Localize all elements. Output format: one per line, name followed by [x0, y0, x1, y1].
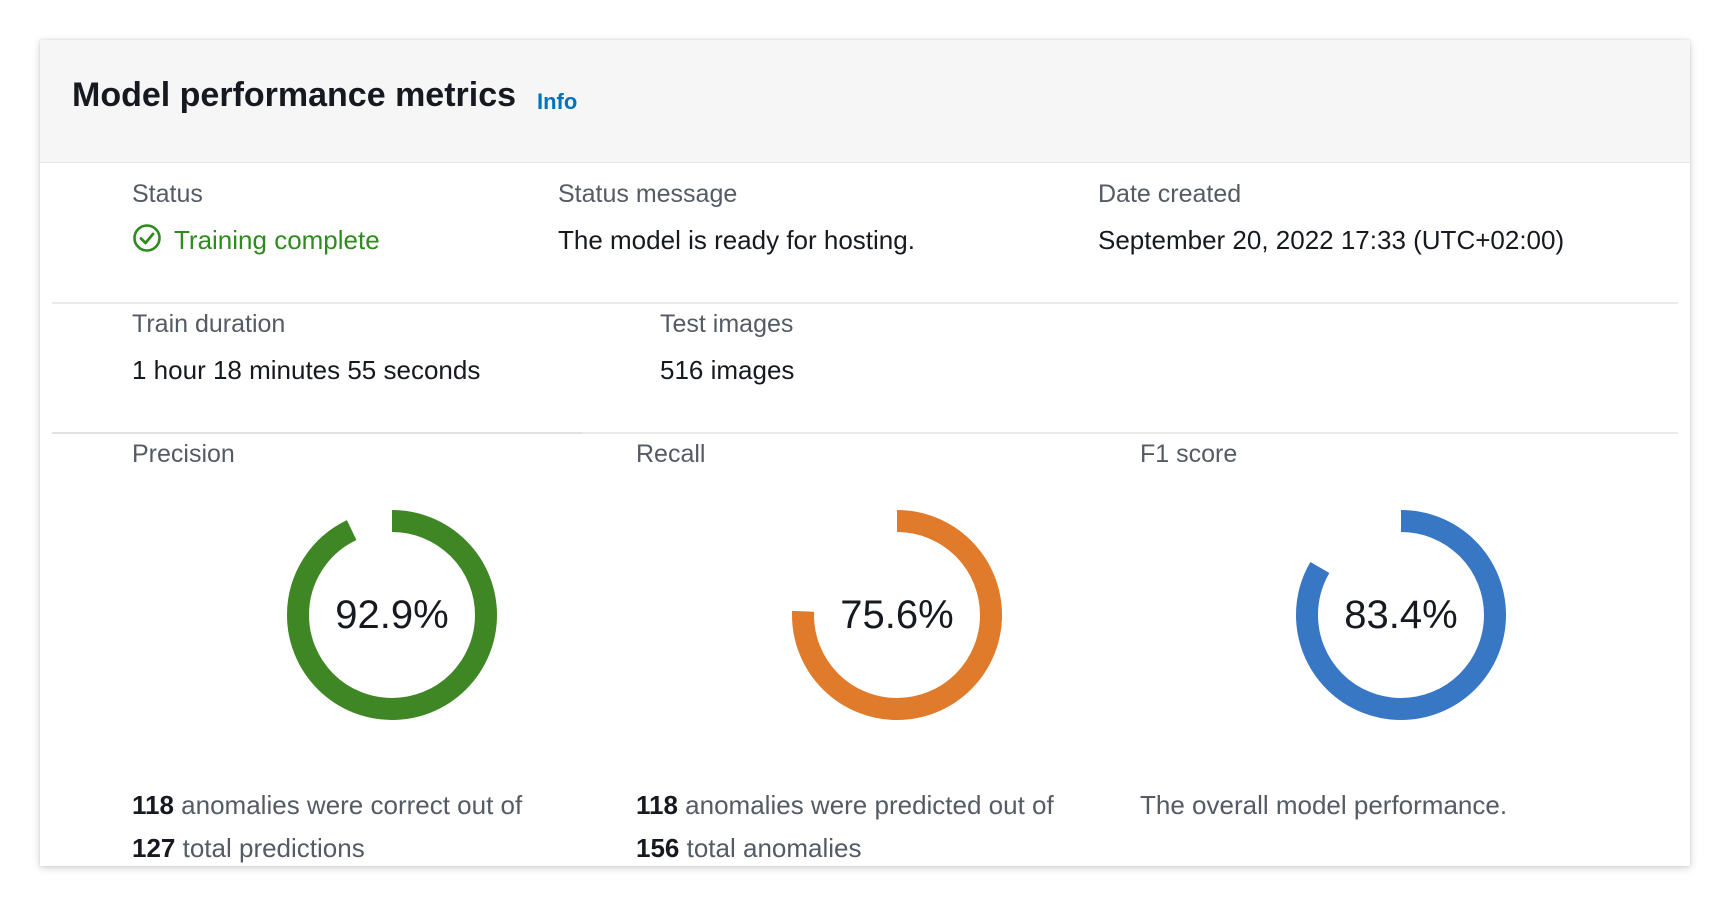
f1-description: The overall model performance. [1140, 784, 1610, 827]
prediction-count: 127 [132, 833, 176, 863]
date-created-field: Date created September 20, 2022 17:33 (U… [1098, 180, 1564, 256]
desc-text: total predictions [175, 833, 365, 863]
recall-value: 75.6% [840, 592, 954, 637]
recall-donut-chart: 75.6% [787, 505, 1007, 725]
test-images-field: Test images 516 images [660, 310, 794, 386]
train-duration-label: Train duration [132, 310, 286, 338]
metric-precision: Precision [132, 440, 602, 469]
donut-svg [287, 510, 497, 720]
desc-text: The overall model performance. [1140, 790, 1508, 820]
row-divider [52, 432, 582, 434]
donut-svg [792, 510, 1002, 720]
precision-description: 118 anomalies were correct out of 127 to… [132, 784, 602, 866]
check-circle-icon [132, 223, 162, 258]
metric-recall: Recall [636, 440, 1106, 469]
panel-header: Model performance metrics Info [40, 40, 1690, 163]
metric-label: F1 score [1140, 440, 1238, 468]
test-images-label: Test images [660, 310, 794, 338]
status-message-value: The model is ready for hosting. [558, 225, 915, 255]
status-message-field: Status message The model is ready for ho… [558, 180, 915, 256]
info-link[interactable]: Info [537, 89, 578, 114]
anomaly-count: 156 [636, 833, 680, 863]
test-images-value: 516 images [660, 355, 795, 385]
desc-text: anomalies were correct out of [173, 790, 523, 820]
desc-text: anomalies were predicted out of [677, 790, 1054, 820]
precision-value: 92.9% [335, 592, 449, 637]
row-divider [52, 302, 1678, 304]
train-duration-value: 1 hour 18 minutes 55 seconds [132, 355, 481, 385]
correct-count: 118 [132, 790, 174, 820]
donut-arc [1296, 510, 1506, 720]
date-created-value: September 20, 2022 17:33 (UTC+02:00) [1098, 225, 1565, 255]
metric-label: Recall [636, 440, 706, 468]
metric-label: Precision [132, 440, 235, 468]
metric-f1-score: F1 score [1140, 440, 1610, 469]
status-field: Status Training complete [132, 180, 380, 258]
f1-value: 83.4% [1344, 592, 1458, 637]
train-duration-field: Train duration 1 hour 18 minutes 55 seco… [132, 310, 480, 386]
desc-text: total anomalies [679, 833, 862, 863]
donut-arc [792, 510, 1002, 720]
row-divider [582, 432, 1678, 434]
status-value: Training complete [174, 225, 380, 255]
panel-title: Model performance metrics [72, 76, 517, 114]
status-label: Status [132, 180, 203, 208]
model-performance-panel: Model performance metrics Info Status Tr… [40, 40, 1690, 866]
status-message-label: Status message [558, 180, 738, 208]
precision-donut-chart: 92.9% [282, 505, 502, 725]
donut-svg [1296, 510, 1506, 720]
status-indicator: Training complete [132, 223, 380, 258]
predicted-count: 118 [636, 790, 678, 820]
donut-arc [287, 510, 497, 720]
recall-description: 118 anomalies were predicted out of 156 … [636, 784, 1106, 866]
date-created-label: Date created [1098, 180, 1242, 208]
f1-donut-chart: 83.4% [1291, 505, 1511, 725]
